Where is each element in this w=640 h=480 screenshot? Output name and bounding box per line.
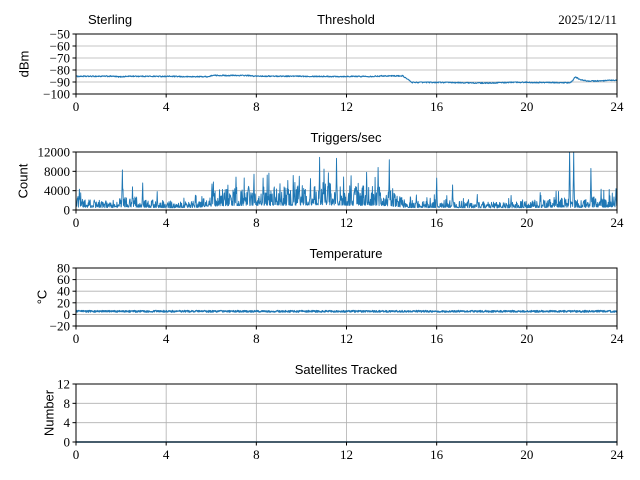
y-tick-label: 4000 [44,183,70,198]
x-tick-label: 4 [163,99,170,114]
x-tick-label: 24 [611,215,625,230]
plot4-ylabel: Number [42,389,57,436]
series-triggers_per_sec [75,151,618,209]
plot2-title: Triggers/sec [310,130,382,145]
plot4-title: Satellites Tracked [295,362,398,377]
plot1-ylabel: dBm [17,51,32,78]
x-tick-label: 12 [340,215,353,230]
x-tick-label: 16 [430,215,444,230]
x-tick-label: 4 [163,331,170,346]
x-tick-label: 16 [430,331,444,346]
subplot-2: 0 4 8 12 16 20 24 0 4000 8000 12000 [38,145,625,231]
y-tick-label: 8 [64,396,71,411]
x-tick-label: 20 [520,99,533,114]
y-tick-label: −80 [50,63,70,78]
x-tick-label: 24 [611,99,625,114]
y-tick-label: 40 [57,284,70,299]
x-tick-label: 16 [430,447,444,462]
x-tick-label: 8 [253,447,260,462]
y-tick-label: −20 [50,319,70,334]
x-tick-label: 8 [253,99,260,114]
x-tick-label: 0 [73,447,80,462]
x-tick-label: 12 [340,99,353,114]
x-tick-label: 20 [520,215,533,230]
y-tick-label: 12 [57,377,70,392]
x-tick-label: 16 [430,99,444,114]
x-tick-label: 20 [520,447,533,462]
series-temperature_c [75,309,618,313]
x-tick-label: 4 [163,447,170,462]
plot1-title-left: Sterling [88,12,132,27]
plot3-ylabel: °C [35,290,50,305]
y-tick-label: 0 [64,307,71,322]
series-threshold_dbm [75,74,618,85]
y-tick-label: −60 [50,39,70,54]
y-tick-label: −90 [50,75,70,90]
x-tick-label: 0 [73,215,80,230]
x-tick-label: 24 [611,447,625,462]
plot1-date: 2025/12/11 [558,12,617,27]
x-tick-label: 12 [340,331,353,346]
y-tick-label: 0 [64,203,71,218]
x-tick-label: 8 [253,331,260,346]
y-tick-label: 80 [57,261,70,276]
plot1-title: Threshold [317,12,375,27]
x-tick-label: 12 [340,447,353,462]
x-tick-label: 20 [520,331,533,346]
x-tick-label: 8 [253,215,260,230]
y-tick-label: −70 [50,51,70,66]
x-tick-label: 0 [73,331,80,346]
y-tick-label: 8000 [44,164,70,179]
subplot-1: 0 4 8 12 16 20 24 −50−60−70−80−90−100 [43,27,624,115]
y-tick-label: −50 [50,27,70,42]
y-tick-label: −100 [43,87,70,102]
y-tick-label: 20 [57,295,70,310]
y-tick-label: 60 [57,272,70,287]
y-tick-label: 4 [64,415,71,430]
plot2-ylabel: Count [16,163,31,198]
x-tick-label: 4 [163,215,170,230]
y-tick-label: 0 [64,435,71,450]
plot3-title: Temperature [310,246,383,261]
subplot-4: 0 4 8 12 16 20 24 0 4 8 12 [57,377,624,463]
x-tick-label: 0 [73,99,80,114]
y-tick-label: 12000 [38,145,71,160]
x-tick-label: 24 [611,331,625,346]
